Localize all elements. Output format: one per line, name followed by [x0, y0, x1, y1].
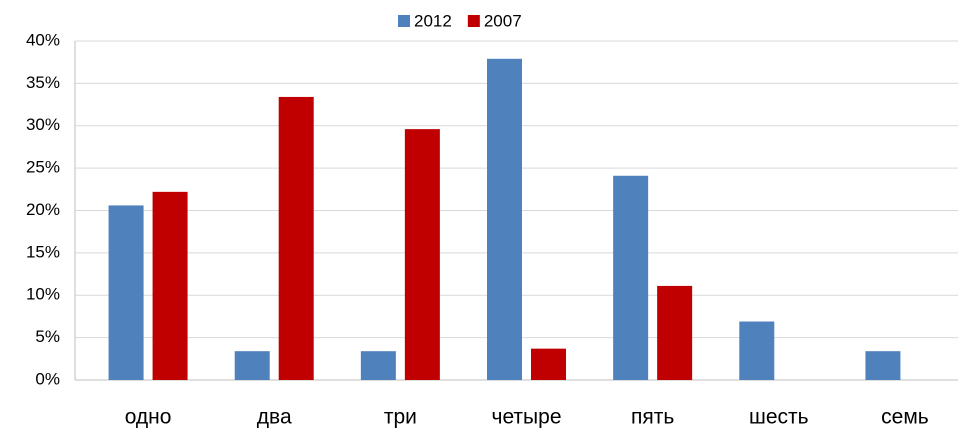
x-tick-label: шесть	[749, 406, 809, 429]
y-tick-label: 10%	[26, 285, 60, 304]
y-tick-label: 40%	[26, 30, 60, 49]
x-tick-label: четыре	[492, 406, 562, 429]
x-tick-label: три	[384, 406, 417, 429]
y-tick-label: 0%	[35, 369, 60, 388]
y-tick-label: 20%	[26, 200, 60, 219]
x-tick-label: одно	[125, 406, 172, 429]
y-tick-label: 35%	[26, 73, 60, 92]
y-tick-label: 30%	[26, 115, 60, 134]
bar	[487, 58, 522, 381]
bar	[865, 351, 901, 380]
bar	[531, 348, 566, 380]
legend-label: 2007	[484, 11, 522, 30]
bar	[613, 175, 649, 380]
legend-swatch	[398, 15, 410, 27]
bar	[152, 191, 188, 380]
bar	[108, 205, 144, 380]
bar	[657, 285, 693, 380]
bar	[404, 129, 440, 380]
y-tick-label: 15%	[26, 242, 60, 261]
bar	[234, 351, 270, 380]
legend-swatch	[467, 15, 480, 27]
y-tick-label: 5%	[35, 327, 60, 346]
x-tick-label: семь	[881, 406, 929, 429]
x-tick-label: два	[257, 406, 292, 429]
bar	[278, 96, 314, 380]
x-tick-label: пять	[631, 406, 674, 429]
bar	[739, 321, 775, 380]
legend-label: 2012	[414, 11, 452, 30]
bar	[360, 351, 396, 380]
y-tick-label: 25%	[26, 158, 60, 177]
